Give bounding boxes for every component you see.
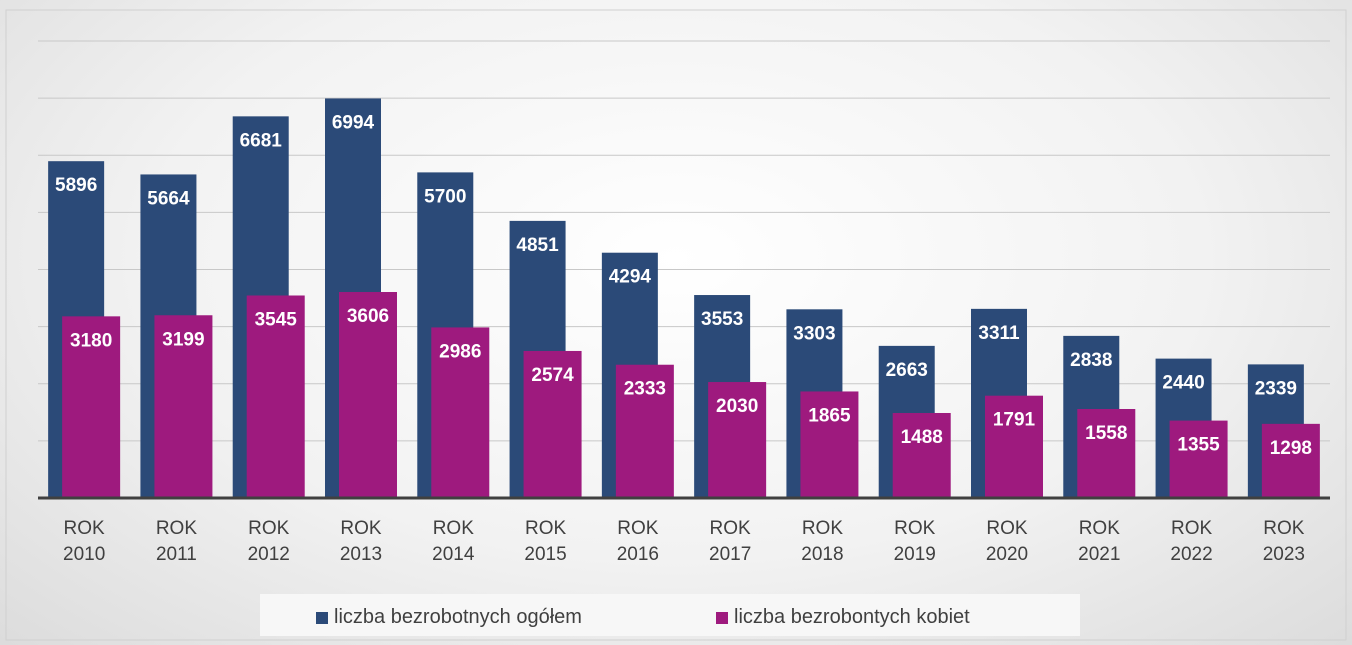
x-tick-label: ROK 2020 xyxy=(985,518,1029,565)
data-label: 2030 xyxy=(716,396,758,417)
data-label: 3606 xyxy=(347,306,389,327)
bar xyxy=(523,350,582,498)
x-tick-label: ROK 2010 xyxy=(63,518,106,565)
data-label: 2574 xyxy=(531,365,574,386)
data-label: 5664 xyxy=(147,188,190,209)
data-label: 1865 xyxy=(808,405,851,426)
data-label: 4294 xyxy=(609,267,652,288)
x-tick-label: ROK 2015 xyxy=(524,518,567,565)
legend-item: liczba bezrobontych kobiet xyxy=(716,606,970,629)
data-label: 4851 xyxy=(516,235,559,256)
bar xyxy=(154,315,213,498)
data-label: 2333 xyxy=(624,379,666,400)
bar xyxy=(62,316,121,498)
bar xyxy=(1261,423,1320,498)
data-label: 5700 xyxy=(424,186,466,207)
data-label: 1355 xyxy=(1177,435,1220,456)
data-label: 2339 xyxy=(1255,378,1297,399)
x-tick-label: ROK 2022 xyxy=(1170,518,1213,565)
bar xyxy=(431,327,490,498)
data-label: 6681 xyxy=(240,130,283,151)
bar xyxy=(1169,420,1228,498)
x-tick-label: ROK 2018 xyxy=(801,518,844,565)
bar xyxy=(339,292,397,498)
bar xyxy=(708,382,767,498)
data-label: 3180 xyxy=(70,330,112,351)
data-label: 2663 xyxy=(886,360,928,381)
data-label: 2440 xyxy=(1162,373,1204,394)
frame xyxy=(5,9,1347,641)
x-tick-label: ROK 2017 xyxy=(709,518,752,565)
x-tick-label: ROK 2011 xyxy=(155,518,198,565)
data-label: 1298 xyxy=(1270,438,1312,459)
data-label: 5896 xyxy=(55,175,97,196)
x-tick-label: ROK 2019 xyxy=(893,518,936,565)
data-label: 1488 xyxy=(901,427,943,448)
bar xyxy=(892,412,951,498)
legend-swatch xyxy=(316,611,328,624)
bar xyxy=(985,395,1043,498)
legend-box xyxy=(260,594,1080,636)
data-label: 3199 xyxy=(162,329,204,350)
bar xyxy=(800,391,859,498)
legend-label: liczba bezrobontych kobiet xyxy=(734,606,970,628)
x-tick-label: ROK 2012 xyxy=(247,518,290,565)
data-label: 3303 xyxy=(793,323,835,344)
legend-swatch xyxy=(716,611,728,624)
x-tick-label: ROK 2016 xyxy=(616,518,659,565)
data-label: 3311 xyxy=(978,323,1020,344)
x-tick-label: ROK 2014 xyxy=(432,518,475,565)
data-label: 1791 xyxy=(993,410,1036,431)
data-label: 3545 xyxy=(255,310,298,331)
x-tick-label: ROK 2021 xyxy=(1078,518,1121,565)
x-tick-label: ROK 2013 xyxy=(339,518,383,565)
data-label: 3553 xyxy=(701,309,743,330)
x-tick-label: ROK 2023 xyxy=(1262,518,1305,565)
bar xyxy=(246,295,305,498)
data-label: 2986 xyxy=(439,341,481,362)
data-label: 6994 xyxy=(332,112,375,133)
bar xyxy=(615,364,674,498)
legend-label: liczba bezrobotnych ogółem xyxy=(334,606,582,628)
legend-item: liczba bezrobotnych ogółem xyxy=(316,606,582,629)
data-label: 2838 xyxy=(1070,350,1112,371)
bar xyxy=(1077,408,1136,498)
data-label: 1558 xyxy=(1085,423,1127,444)
